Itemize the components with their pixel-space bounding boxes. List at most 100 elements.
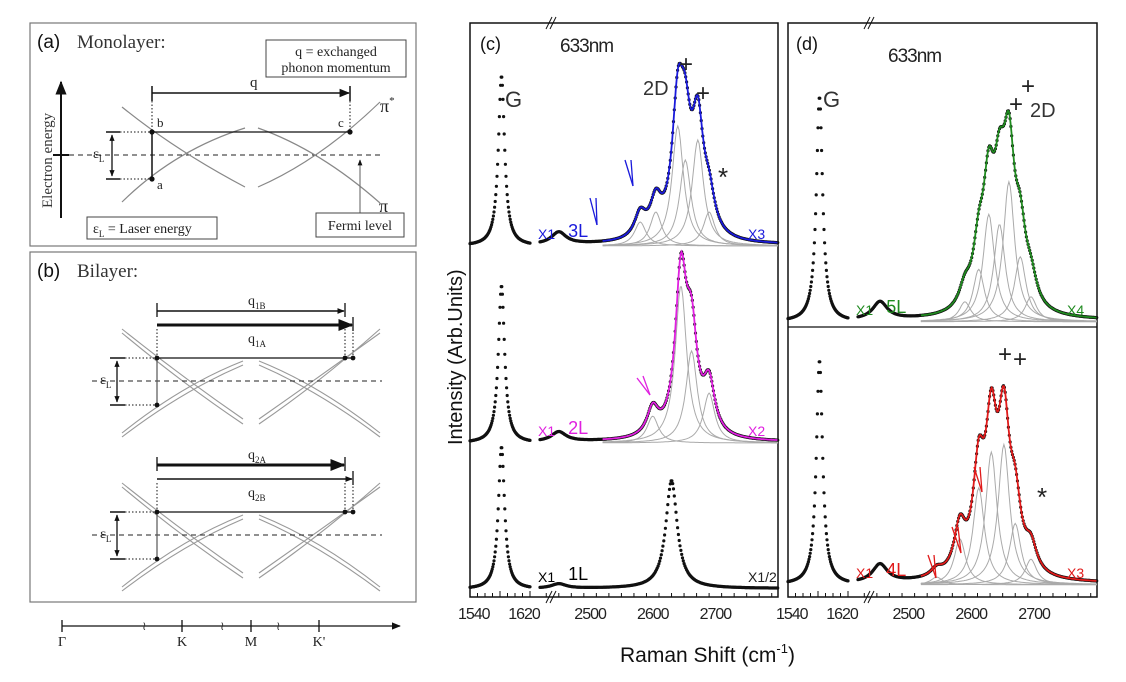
spectrum-5L: X1 5L X4: [786, 96, 1099, 323]
data-point: [674, 510, 678, 514]
g-peak-label: G: [823, 87, 840, 112]
data-point: [502, 337, 506, 341]
fit-envelope: [920, 385, 1097, 582]
data-point: [497, 479, 501, 483]
data-point: [823, 515, 827, 519]
x-tick-label: 2700: [1018, 606, 1051, 623]
data-point: [491, 562, 495, 566]
data-point: [846, 579, 850, 583]
data-point: [826, 543, 830, 547]
data-point: [508, 413, 512, 417]
data-point: [494, 184, 498, 188]
data-point: [506, 405, 510, 409]
pi-label: π: [379, 196, 388, 216]
data-point: [503, 162, 507, 166]
data-point: [815, 172, 819, 176]
data-point: [493, 205, 497, 209]
data-point: [490, 220, 494, 224]
panel-a-title: Monolayer:: [77, 32, 166, 53]
data-point: [496, 507, 500, 511]
panel-a-frame: [29, 22, 417, 247]
laser-energy-text: εL = Laser energy: [93, 222, 192, 239]
data-point: [821, 193, 825, 197]
x-tick-label: 1540: [458, 606, 491, 623]
data-point: [820, 148, 824, 153]
data-point: [823, 252, 827, 256]
band-curve: [121, 486, 244, 579]
data-point: [500, 446, 504, 450]
band-cone-left-2: [121, 127, 246, 203]
axis-break: [549, 590, 557, 604]
k-label-kprime: K': [313, 635, 326, 650]
data-point: [824, 268, 829, 272]
band-cone-right-1: [257, 127, 381, 204]
data-point: [502, 493, 506, 497]
data-point: [827, 291, 832, 296]
data-point: [502, 132, 506, 136]
data-point: [671, 482, 675, 486]
data-point: [663, 526, 668, 530]
data-point: [822, 227, 826, 232]
data-point: [663, 533, 667, 537]
feature-arrow: [933, 554, 937, 579]
data-point: [810, 275, 814, 279]
data-point: [819, 126, 823, 130]
data-point: [776, 586, 780, 590]
data-point: [809, 280, 814, 284]
shoulder-marker: +: [696, 80, 710, 107]
data-point: [508, 562, 512, 566]
data-point: [506, 199, 510, 204]
data-point: [818, 107, 823, 111]
data-point: [823, 504, 827, 508]
data-point: [495, 376, 499, 381]
bilayer-diagram-2: εL q2A q2B: [92, 448, 382, 592]
asterisk-marker: *: [718, 162, 728, 192]
axis-break: [863, 590, 871, 604]
point-c-label: c: [338, 115, 344, 130]
fit-component: [920, 442, 1098, 585]
feature-arrow: [951, 526, 962, 554]
data-point: [827, 288, 831, 292]
data-point: [815, 412, 820, 416]
data-point: [508, 565, 512, 569]
panel-b-frame: [29, 251, 417, 603]
data-point: [505, 184, 509, 188]
data-point: [491, 413, 495, 417]
axis-break: [867, 590, 875, 604]
k-label-k: K: [177, 635, 187, 650]
panel-c-wavelength: 633nm: [560, 36, 613, 57]
data-point: [509, 220, 513, 224]
data-point: [846, 316, 850, 320]
d-scale-label: X1/2: [748, 569, 777, 585]
data-point: [816, 126, 820, 130]
data-point: [493, 555, 497, 559]
data-point: [672, 494, 676, 498]
g-scale-label: X1: [856, 302, 873, 318]
panel-c-label: (c): [480, 34, 501, 54]
panel-c: (c) 633nm Intensity (Arb.Units) X1 3L X3X1…: [445, 16, 780, 623]
q-top-label: q2A: [248, 448, 267, 465]
d-scale-label: X3: [1067, 565, 1084, 581]
data-point: [678, 544, 682, 548]
data-point: [812, 241, 817, 245]
data-point: [661, 544, 665, 548]
data-point: [505, 544, 509, 548]
panel-a-label: (a): [37, 32, 60, 53]
axis-break: [549, 16, 557, 30]
band-curve: [121, 364, 244, 438]
data-point: [675, 518, 679, 522]
data-point: [506, 550, 510, 554]
fit-envelope: [602, 249, 778, 441]
data-point: [491, 214, 495, 218]
data-point: [662, 539, 666, 543]
q-top-sub: 2A: [255, 455, 267, 465]
data-point: [813, 491, 817, 495]
band-curve: [121, 328, 244, 420]
data-point: [498, 97, 502, 101]
data-point: [505, 193, 509, 197]
x-tick-label: 2600: [637, 606, 670, 623]
data-point: [827, 555, 832, 559]
fit-envelope: [602, 62, 778, 244]
data-point: [508, 214, 512, 218]
